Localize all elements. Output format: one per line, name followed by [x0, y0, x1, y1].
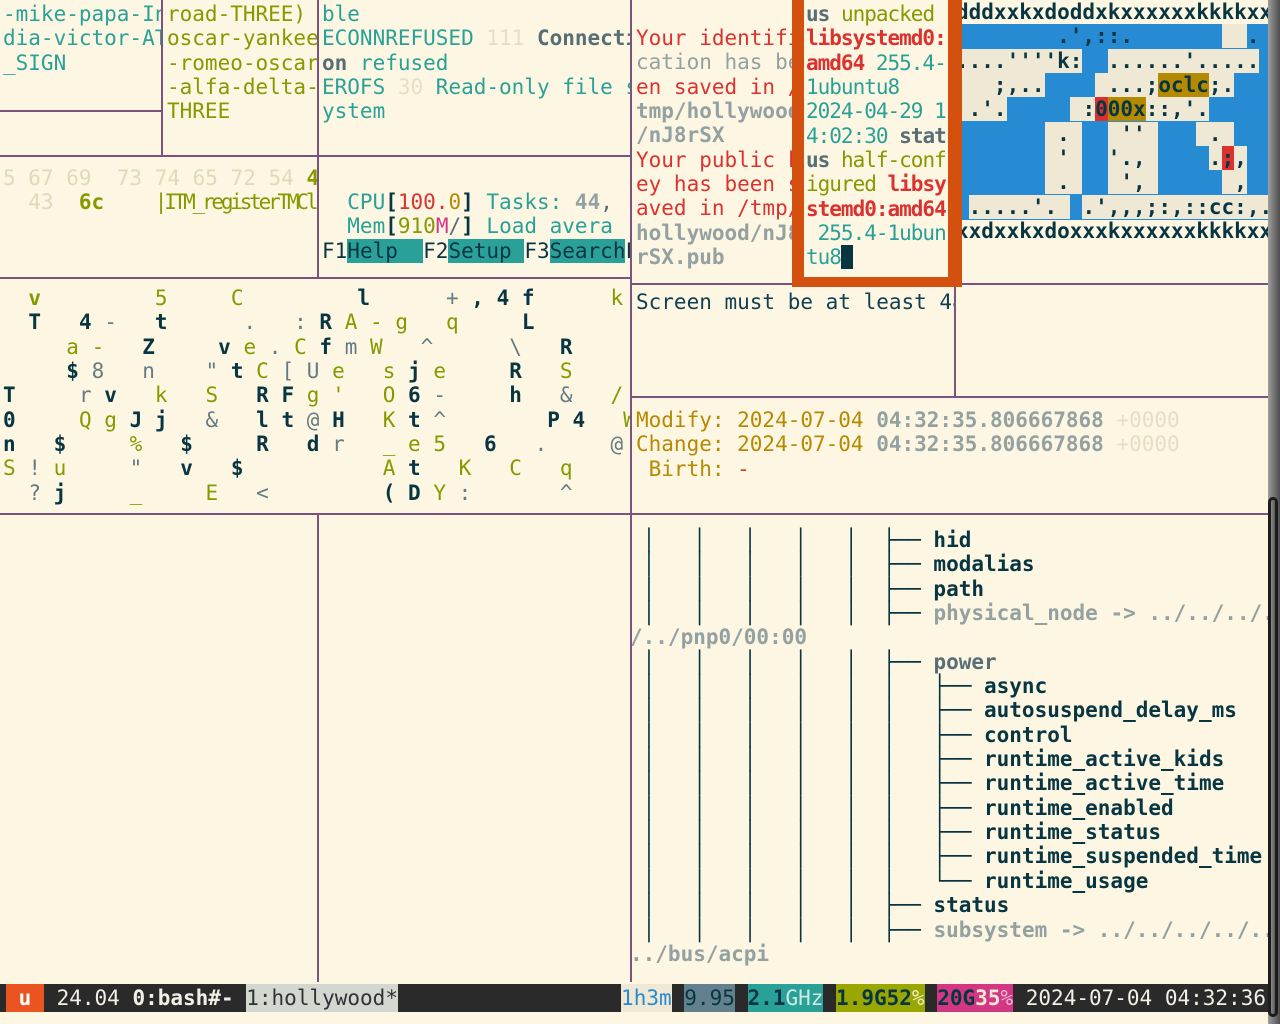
pane-phonetic-2[interactable]: road-THREE) oscar-yankee -romeo-oscar -alfa… [164, 0, 317, 155]
tree-text: │ │ │ │ │ ├── hid │ │ │ │ │ ├── modalias… [630, 528, 1280, 966]
pane-hexdump[interactable]: 5 67 69 73 74 65 72 54 4d 43 6c |ITM_reg… [0, 157, 317, 277]
pane-border [317, 513, 319, 982]
window-tab-bash[interactable]: 0:bash#- [132, 986, 247, 1010]
phonetic-1-text: -mike-papa-In dia-victor-AT _SIGN [3, 2, 161, 75]
window-tab-hollywood[interactable]: 1:hollywood* [246, 984, 398, 1012]
byobu-logo[interactable]: u [6, 984, 44, 1012]
session-version: 24.04 [43, 986, 133, 1010]
pane-htop[interactable]: CPU[100.0] Tasks: 44, Mem[910M/] Load av… [319, 157, 630, 277]
pane-keygen[interactable]: Your identifi cation has be en saved in / t… [632, 0, 792, 281]
scrollbar-track[interactable] [1268, 0, 1280, 1024]
pane-border [0, 277, 632, 279]
pane-phonetic-1[interactable]: -mike-papa-In dia-victor-AT _SIGN [0, 0, 161, 110]
pane-border [0, 110, 163, 112]
errno-text: ble ECONNREFUSED 111 Connecti on refused ER… [322, 2, 630, 124]
keygen-text: Your identifi cation has be en saved in / t… [636, 26, 792, 270]
scrollbar-thumb[interactable] [1268, 497, 1278, 1017]
pane-screen-warning[interactable]: Screen must be at least 48 [632, 285, 954, 395]
htop-text: CPU[100.0] Tasks: 44, Mem[910M/] Load av… [322, 190, 630, 263]
pane-border [630, 396, 1280, 398]
pane-border [161, 0, 163, 157]
pane-border [0, 155, 632, 157]
pane-errno[interactable]: ble ECONNREFUSED 111 Connecti on refused ER… [319, 0, 630, 155]
stat-text: Modify: 2024-07-04 04:32:35.806667868 +0… [636, 408, 1180, 481]
map-text: dddxxkxdoddxkxxxxxxkkkkxx .',::. . ....'… [956, 0, 1268, 243]
pane-apt-status[interactable]: us unpacked libsystemd0: amd64 255.4- 1ubun… [804, 0, 948, 277]
pane-tree[interactable]: │ │ │ │ │ ├── hid │ │ │ │ │ ├── modalias… [630, 515, 1280, 980]
pane-matrix[interactable]: v 5 C l + , 4 f k T 4 - t . : R A - g q … [0, 279, 630, 513]
active-pane-border: us unpacked libsystemd0: amd64 255.4- 1ubun… [792, 0, 962, 287]
phonetic-2-text: road-THREE) oscar-yankee -romeo-oscar -alfa… [167, 2, 317, 124]
pane-world-map[interactable]: dddxxkxdoddxkxxxxxxkkkkxx .',::. . ....'… [955, 0, 1268, 281]
pane-border [630, 0, 632, 982]
pane-stat[interactable]: Modify: 2024-07-04 04:32:35.806667868 +0… [632, 398, 1280, 512]
matrix-text: v 5 C l + , 4 f k T 4 - t . : R A - g q … [3, 286, 630, 505]
apt-status-text: us unpacked libsystemd0: amd64 255.4- 1ubun… [806, 2, 947, 270]
hexdump-text: 5 67 69 73 74 65 72 54 4d 43 6c |ITM_reg… [3, 166, 317, 215]
pane-border [954, 283, 956, 396]
screen-warning-text: Screen must be at least 48 [636, 290, 954, 314]
pane-border [317, 0, 319, 279]
status-right-segments: 1h3m 9.95 2.1GHz 1.9G52% 20G35% 2024-07-… [621, 984, 1266, 1012]
pane-border [0, 513, 1280, 515]
status-bar: u 24.04 0:bash#- 1:hollywood* 1h3m 9.95 … [0, 984, 1280, 1012]
